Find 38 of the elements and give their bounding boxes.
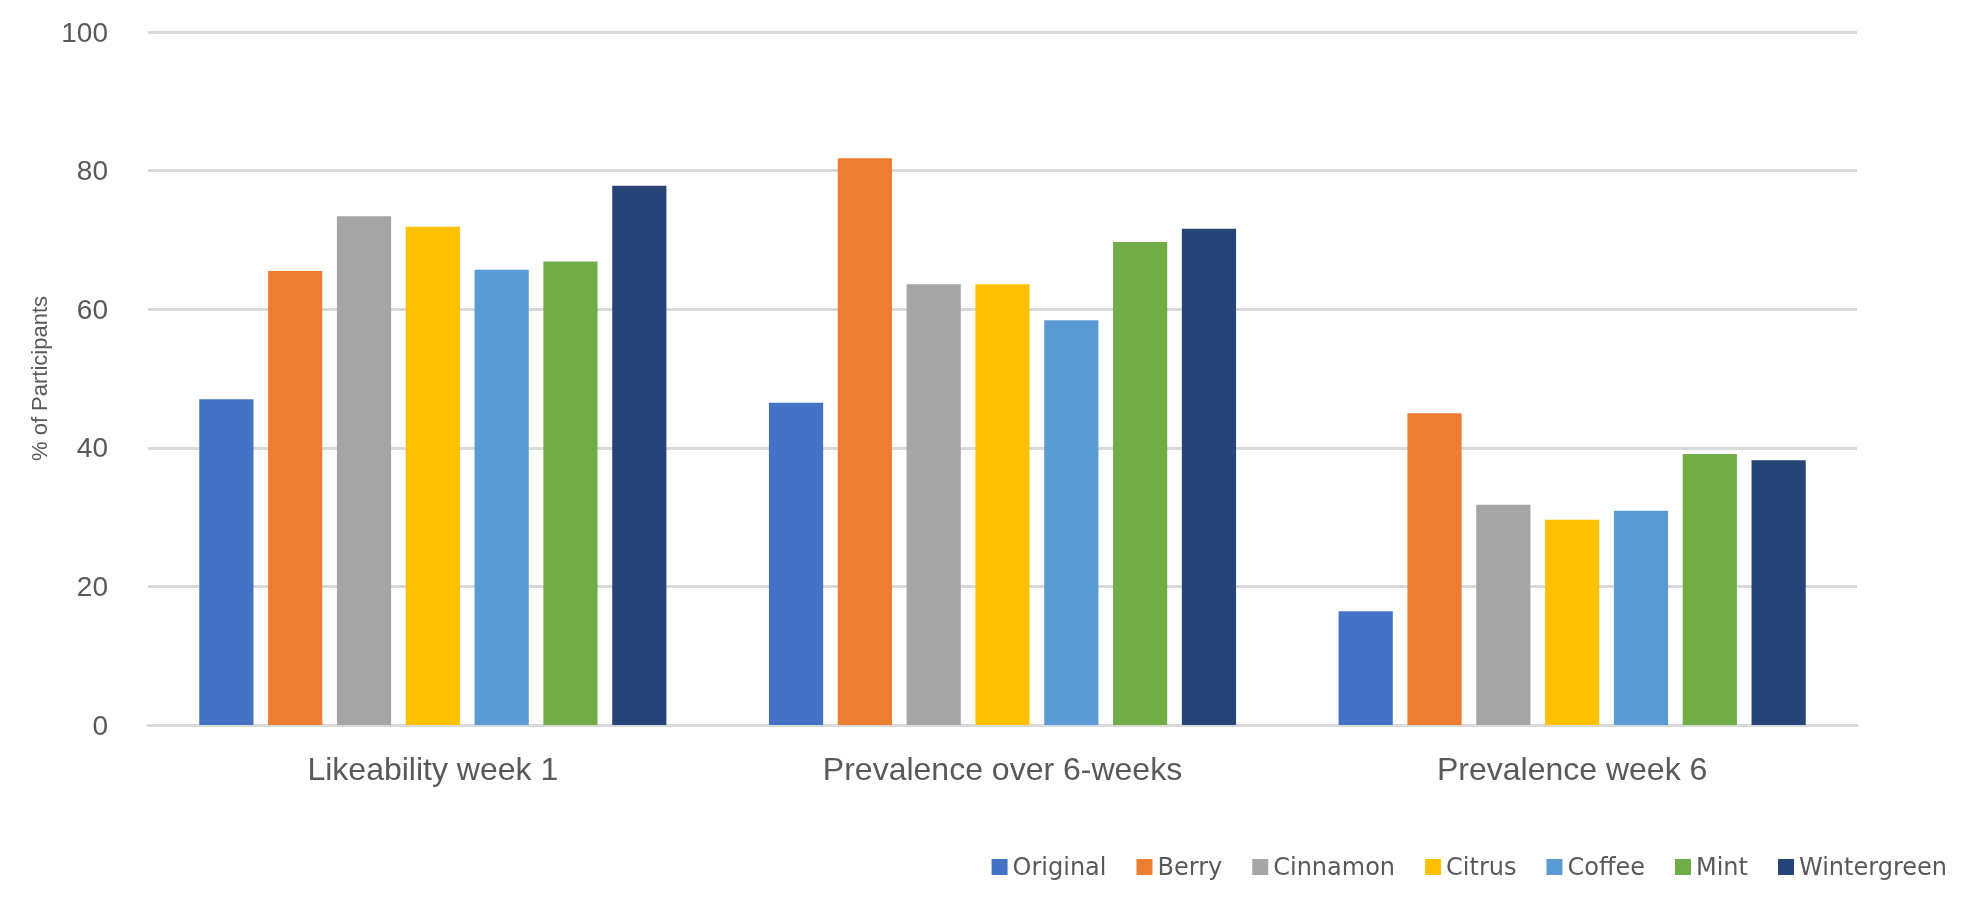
y-tick-label: 40: [76, 432, 108, 464]
bar: [1682, 454, 1737, 725]
bar: [199, 399, 254, 725]
y-tick-label: 100: [61, 16, 108, 48]
bar: [543, 261, 598, 725]
bar: [336, 216, 392, 725]
bar: [837, 158, 892, 725]
y-tick-label: 0: [92, 709, 108, 741]
x-tick-label: Likeability week 1: [307, 751, 559, 787]
bar: [1338, 611, 1393, 725]
bar: [612, 185, 667, 725]
legend-label: Berry: [1157, 853, 1223, 881]
bar: [768, 402, 824, 725]
bar: [975, 284, 1030, 725]
legend-label: Cinnamon: [1273, 853, 1396, 881]
legend-label: Citrus: [1446, 853, 1517, 881]
bar: [1751, 460, 1806, 725]
legend-label: Mint: [1695, 853, 1748, 881]
x-tick-label: Prevalence over 6-weeks: [822, 751, 1183, 787]
x-tick-label: Prevalence week 6: [1436, 751, 1708, 787]
y-tick-label: 80: [76, 155, 108, 187]
bar: [1044, 320, 1099, 725]
bar: [1476, 504, 1531, 725]
legend-label: Wintergreen: [1798, 853, 1948, 881]
y-tick-label: 60: [76, 293, 108, 325]
bar: [1613, 510, 1669, 725]
bar: [474, 269, 529, 725]
bar: [1181, 228, 1237, 725]
bar: [906, 284, 961, 725]
legend-label: Original: [1012, 853, 1107, 881]
bar: [268, 271, 323, 725]
y-axis-title: % of Participants: [26, 295, 52, 462]
bar: [405, 226, 460, 725]
y-tick-label: 20: [76, 570, 108, 602]
bar: [1545, 519, 1600, 725]
legend-label: Coffee: [1567, 853, 1645, 881]
bar: [1407, 413, 1462, 725]
bar: [1113, 241, 1168, 725]
